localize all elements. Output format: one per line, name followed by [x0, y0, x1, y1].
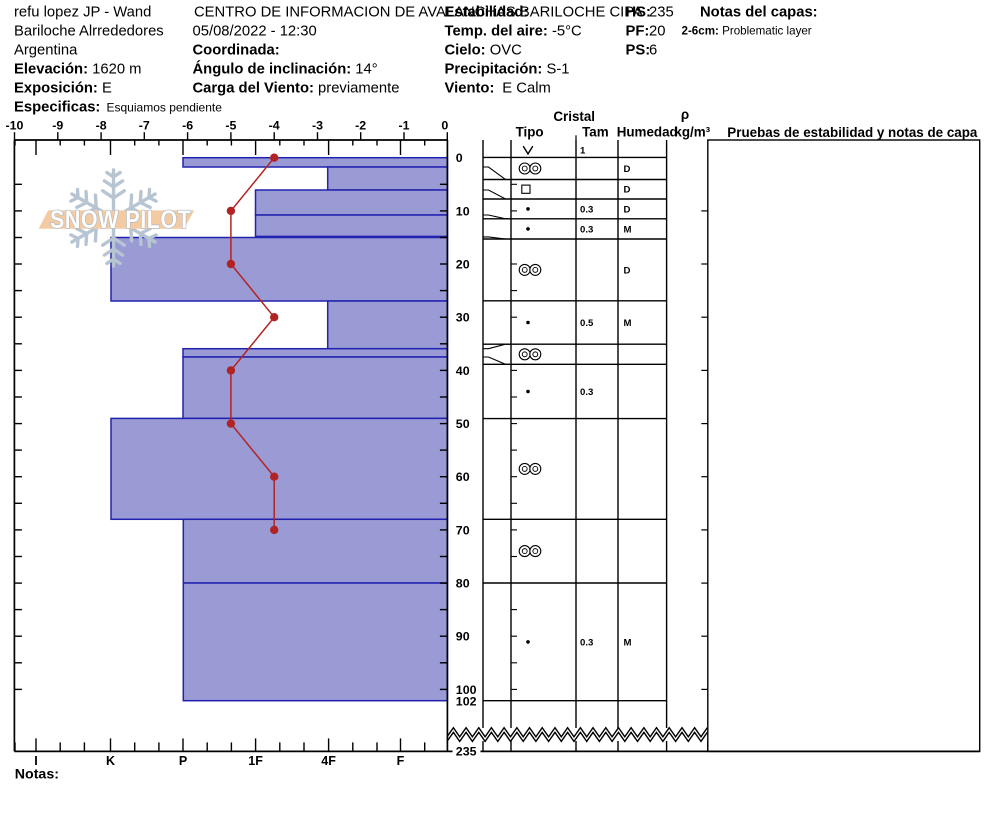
svg-text:-2: -2: [355, 119, 366, 133]
svg-text:20: 20: [649, 24, 665, 40]
svg-text:0.3: 0.3: [580, 224, 593, 235]
svg-text:-8: -8: [96, 119, 107, 133]
svg-text:Notas:: Notas:: [15, 766, 59, 782]
svg-text:SNOW PILOT: SNOW PILOT: [50, 206, 191, 234]
svg-text:-5: -5: [225, 119, 236, 133]
svg-text:Carga del Viento: previamente: Carga del Viento: previamente: [193, 81, 400, 97]
svg-text:2-6cm: Problematic layer: 2-6cm: Problematic layer: [682, 25, 812, 38]
svg-text:50: 50: [456, 417, 470, 431]
svg-text:-3: -3: [312, 119, 323, 133]
svg-text:100: 100: [456, 683, 477, 697]
svg-text:HS:: HS:: [626, 5, 651, 21]
svg-text:D: D: [624, 265, 631, 276]
svg-text:40: 40: [456, 364, 470, 378]
svg-text:ρ: ρ: [681, 107, 689, 122]
svg-text:1F: 1F: [248, 754, 263, 768]
svg-text:E Calm: E Calm: [502, 81, 551, 97]
svg-text:235: 235: [649, 5, 674, 21]
svg-text:235: 235: [456, 744, 477, 758]
svg-text:Estabilidad:: Estabilidad:: [445, 5, 529, 21]
svg-text:M: M: [624, 224, 632, 235]
svg-text:90: 90: [456, 630, 470, 644]
svg-text:70: 70: [456, 523, 470, 537]
svg-text:05/08/2022 - 12:30: 05/08/2022 - 12:30: [193, 24, 317, 40]
svg-text:Tam: Tam: [582, 125, 609, 140]
svg-text:-10: -10: [6, 119, 24, 133]
svg-text:Argentina: Argentina: [14, 43, 78, 59]
svg-text:10: 10: [456, 204, 470, 218]
svg-text:0.3: 0.3: [580, 204, 593, 215]
svg-text:0.3: 0.3: [580, 637, 593, 648]
svg-text:Exposición: E: Exposición: E: [14, 81, 112, 97]
svg-text:refu lopez JP - Wand: refu lopez JP - Wand: [14, 5, 151, 21]
svg-text:4F: 4F: [321, 754, 336, 768]
svg-text:-4: -4: [269, 119, 280, 133]
svg-text:Temp. del aire: -5°C: Temp. del aire: -5°C: [445, 24, 583, 40]
svg-text:0: 0: [456, 151, 463, 165]
svg-text:20: 20: [456, 257, 470, 271]
svg-text:Esquiamos pendiente: Esquiamos pendiente: [107, 101, 223, 115]
svg-text:Elevación: 1620 m: Elevación: 1620 m: [14, 62, 141, 78]
svg-text:60: 60: [456, 470, 470, 484]
svg-text:0.5: 0.5: [580, 318, 594, 329]
svg-text:CENTRO DE INFORMACION DE AVALA: CENTRO DE INFORMACION DE AVALANCHAS BARI…: [194, 5, 643, 21]
svg-text:D: D: [624, 204, 631, 215]
svg-text:Tipo: Tipo: [516, 125, 544, 140]
svg-text:Ángulo de inclinación: 14°: Ángulo de inclinación: 14°: [193, 61, 378, 78]
svg-text:I: I: [34, 754, 37, 768]
svg-text:0: 0: [441, 119, 448, 133]
svg-text:Precipitación: S-1: Precipitación: S-1: [445, 62, 570, 78]
svg-text:-7: -7: [139, 119, 150, 133]
svg-text:PF:: PF:: [626, 24, 650, 40]
svg-text:Humedad: Humedad: [617, 125, 678, 140]
svg-text:Pruebas de estabilidad y notas: Pruebas de estabilidad y notas de capa: [727, 125, 978, 140]
svg-text:kg/m³: kg/m³: [674, 125, 710, 140]
svg-text:F: F: [397, 754, 405, 768]
svg-text:M: M: [624, 318, 632, 329]
svg-text:30: 30: [456, 311, 470, 325]
svg-text:Bariloche Alrrededores: Bariloche Alrrededores: [14, 24, 164, 40]
svg-text:Viento:: Viento:: [445, 81, 495, 97]
svg-text:0.3: 0.3: [580, 387, 593, 398]
svg-text:Especificas:: Especificas:: [14, 100, 100, 116]
svg-text:6: 6: [649, 43, 657, 59]
svg-text:PS:: PS:: [626, 43, 651, 59]
svg-text:P: P: [179, 754, 187, 768]
svg-text:D: D: [624, 164, 631, 175]
svg-text:102: 102: [456, 694, 477, 708]
svg-text:80: 80: [456, 577, 470, 591]
svg-text:-9: -9: [52, 119, 63, 133]
svg-text:M: M: [624, 637, 632, 648]
svg-text:-1: -1: [398, 119, 409, 133]
svg-text:-6: -6: [182, 119, 193, 133]
svg-text:Cristal: Cristal: [553, 109, 595, 124]
svg-text:K: K: [106, 754, 115, 768]
svg-text:1: 1: [580, 145, 586, 156]
svg-text:Coordinada:: Coordinada:: [193, 43, 280, 59]
svg-text:D: D: [624, 185, 631, 196]
svg-text:Cielo: OVC: Cielo: OVC: [445, 43, 523, 59]
svg-text:Notas del capas:: Notas del capas:: [700, 5, 818, 21]
